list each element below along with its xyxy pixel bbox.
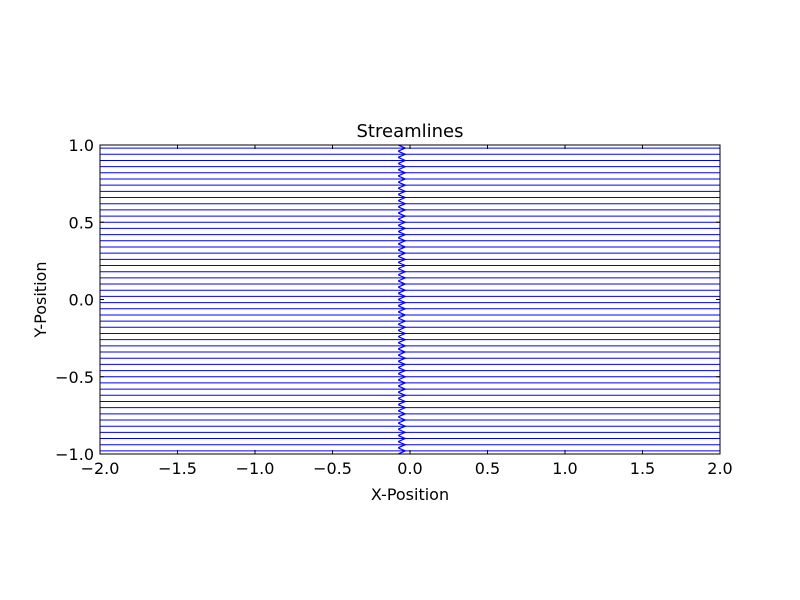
x-tick-label: 0.5 (475, 459, 500, 478)
streamline-arrow (398, 193, 407, 202)
streamline-arrow (398, 224, 407, 232)
chart-title: Streamlines (357, 121, 464, 142)
streamline-arrow (398, 237, 407, 245)
x-tick-label: 1.0 (552, 459, 577, 478)
x-tick-label: 0.0 (397, 459, 422, 478)
streamline-arrow (398, 373, 407, 381)
x-tick-label: −0.5 (313, 459, 352, 478)
x-tick-label: −1.5 (158, 459, 197, 478)
streamline-arrow (398, 200, 407, 208)
x-tick-label: 2.0 (707, 459, 732, 478)
streamline-arrow (398, 329, 407, 338)
streamline-arrow (398, 397, 407, 406)
streamline-arrow (398, 255, 407, 263)
streamline-layer (100, 147, 720, 452)
streamline-arrow (398, 391, 407, 399)
streamline-arrow (398, 261, 407, 270)
streamline-arrow (398, 441, 407, 449)
streamline-arrow (398, 385, 407, 393)
streamline-arrow (398, 367, 407, 375)
streamline-arrow (398, 422, 407, 430)
streamline-arrow (398, 175, 407, 183)
y-tick-label: 0.0 (69, 291, 94, 310)
y-tick-label: 0.5 (69, 213, 94, 232)
streamline-arrow (398, 156, 407, 165)
streamline-arrow (398, 434, 407, 443)
streamline-arrow (398, 416, 407, 424)
streamline-arrow (398, 243, 407, 251)
y-axis-label: Y-Position (31, 262, 50, 339)
streamline-arrow (398, 447, 407, 455)
y-tick-label: −0.5 (55, 368, 94, 387)
streamline-arrow (398, 187, 407, 195)
x-tick-label: 1.5 (630, 459, 655, 478)
streamline-arrow (398, 323, 407, 331)
streamline-arrow (398, 410, 407, 418)
x-axis-label: X-Position (371, 485, 449, 504)
streamline-arrow (398, 354, 407, 362)
streamline-arrow (398, 404, 407, 412)
streamline-arrow (398, 360, 407, 368)
streamline-arrow (398, 212, 407, 220)
streamline-arrow (398, 280, 407, 288)
streamline-arrow (398, 274, 407, 282)
streamline-arrow (398, 428, 407, 436)
streamline-arrow (398, 169, 407, 177)
arrow-layer (398, 144, 407, 455)
streamline-arrow (398, 336, 407, 344)
streamline-arrow (398, 163, 407, 171)
plot-area-group: −2.0 −1.5 −1.0 −0.5 0.0 0.5 1.0 1.5 2.0 −1.0 −0.5 0… (55, 136, 733, 478)
streamline-arrow (398, 305, 407, 313)
streamline-arrow (398, 379, 407, 387)
y-tick-label: 1.0 (69, 136, 94, 155)
streamline-arrow (398, 342, 407, 350)
x-tick-label: −2.0 (81, 459, 120, 478)
streamline-arrow (398, 317, 407, 325)
streamline-arrow (398, 144, 407, 152)
streamline-arrow (398, 292, 407, 300)
streamline-arrow (398, 218, 407, 226)
streamline-arrow (398, 181, 407, 189)
plot-area (100, 145, 720, 454)
streamline-arrow (398, 249, 407, 257)
y-tick-label: −1.0 (55, 445, 94, 464)
streamline-arrow (398, 206, 407, 214)
streamline-arrow (398, 268, 407, 276)
streamline-arrow (398, 348, 407, 356)
streamline-arrow (398, 311, 407, 319)
streamline-arrow (398, 286, 407, 294)
streamline-arrow (398, 231, 407, 239)
streamline-arrow (398, 299, 407, 307)
streamline-arrow (398, 150, 407, 158)
tick-layer: −2.0 −1.5 −1.0 −0.5 0.0 0.5 1.0 1.5 2.0 −1.0 −0.5 0… (55, 136, 733, 478)
x-tick-label: −1.0 (236, 459, 275, 478)
